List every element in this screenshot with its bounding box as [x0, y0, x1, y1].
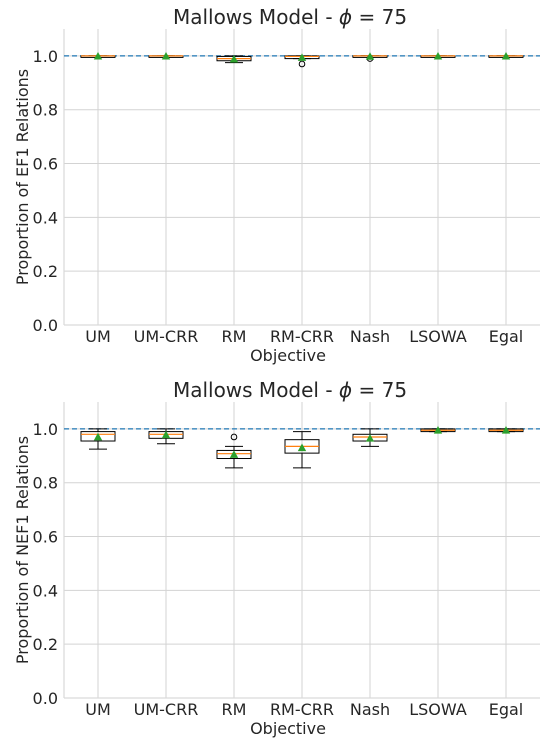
box-plot-egal: [488, 51, 524, 60]
x-tick-label: RM-CRR: [270, 700, 334, 719]
chart-title-suffix: = 75: [352, 5, 407, 29]
mean-marker: [229, 450, 239, 458]
mean-marker: [161, 430, 171, 439]
box-plot-rm-crr: [284, 431, 320, 469]
y-tick-label: 0.8: [33, 101, 58, 120]
y-tick-label: 0.4: [33, 581, 58, 600]
x-tick-label: Nash: [350, 700, 390, 719]
mean-marker: [433, 426, 443, 434]
box-plot-um-crr: [148, 51, 184, 60]
box-plot-rm-crr: [284, 53, 320, 68]
outlier-point: [230, 433, 238, 441]
y-tick-label: 0.2: [33, 635, 58, 654]
box-plot-um-crr: [148, 428, 184, 445]
box-plot-um: [80, 51, 116, 60]
x-tick-label: RM: [222, 700, 247, 719]
y-tick-label: 1.0: [33, 420, 58, 439]
y-tick-label: 0.6: [33, 528, 58, 547]
box-plot-egal: [488, 426, 524, 434]
mean-marker: [93, 51, 103, 60]
box-plot-um: [80, 428, 116, 450]
box-plot-rm: [216, 433, 252, 469]
x-tick-label: Egal: [489, 700, 524, 719]
x-tick-label: UM-CRR: [134, 700, 199, 719]
x-tick-label: UM: [85, 700, 111, 719]
chart-title-prefix: Mallows Model -: [173, 378, 339, 402]
x-tick-label: UM-CRR: [134, 327, 199, 346]
x-tick-label: Nash: [350, 327, 390, 346]
box-plot-rm: [216, 54, 252, 64]
x-tick-label: RM: [222, 327, 247, 346]
x-tick-label: LSOWA: [409, 327, 467, 346]
y-tick-label: 0.2: [33, 262, 58, 281]
x-tick-label: RM-CRR: [270, 327, 334, 346]
x-tick-label: LSOWA: [409, 700, 467, 719]
outlier-point: [298, 60, 306, 68]
mean-marker: [365, 434, 375, 442]
mean-marker: [93, 432, 103, 441]
x-axis-label: Objective: [250, 346, 326, 365]
box-plot-nash: [352, 52, 388, 62]
mean-marker: [433, 51, 443, 60]
mean-marker: [501, 426, 511, 434]
y-axis-label: Proportion of EF1 Relations: [13, 69, 32, 285]
x-tick-label: UM: [85, 327, 111, 346]
box-plot-lsowa: [420, 51, 456, 60]
y-tick-label: 0.0: [33, 689, 58, 708]
box-iqr: [80, 431, 116, 442]
mean-marker: [365, 52, 375, 60]
chart-title: Mallows Model - ϕ = 75: [173, 378, 407, 402]
chart-title-suffix: = 75: [352, 378, 407, 402]
chart-panel-2: 0.0 0.2 0.4 0.6 0.8 1.0 UM UM-CRR RM RM-CRR Nash LS…: [13, 378, 540, 738]
mean-marker: [161, 51, 171, 60]
y-tick-label: 0.4: [33, 208, 58, 227]
chart-title: Mallows Model - ϕ = 75: [173, 5, 407, 29]
x-tick-label: Egal: [489, 327, 524, 346]
mean-marker: [501, 51, 511, 60]
chart-title-prefix: Mallows Model -: [173, 5, 339, 29]
box-plot-lsowa: [420, 426, 456, 434]
mean-marker: [297, 443, 307, 452]
box-plot-nash: [352, 428, 388, 447]
y-tick-label: 0.8: [33, 474, 58, 493]
mean-marker: [297, 53, 307, 61]
chart-title-symbol: ϕ: [339, 378, 352, 402]
chart-title-symbol: ϕ: [339, 5, 352, 29]
mean-marker: [229, 54, 239, 63]
x-axis-label: Objective: [250, 719, 326, 738]
chart-panel-1: 0.0 0.2 0.4 0.6 0.8 1.0 UM UM-CRR RM RM-CRR Nash LS…: [13, 5, 540, 365]
y-axis-label: Proportion of NEF1 Relations: [13, 436, 32, 664]
y-tick-label: 1.0: [33, 47, 58, 66]
y-tick-label: 0.6: [33, 155, 58, 174]
y-tick-label: 0.0: [33, 316, 58, 335]
